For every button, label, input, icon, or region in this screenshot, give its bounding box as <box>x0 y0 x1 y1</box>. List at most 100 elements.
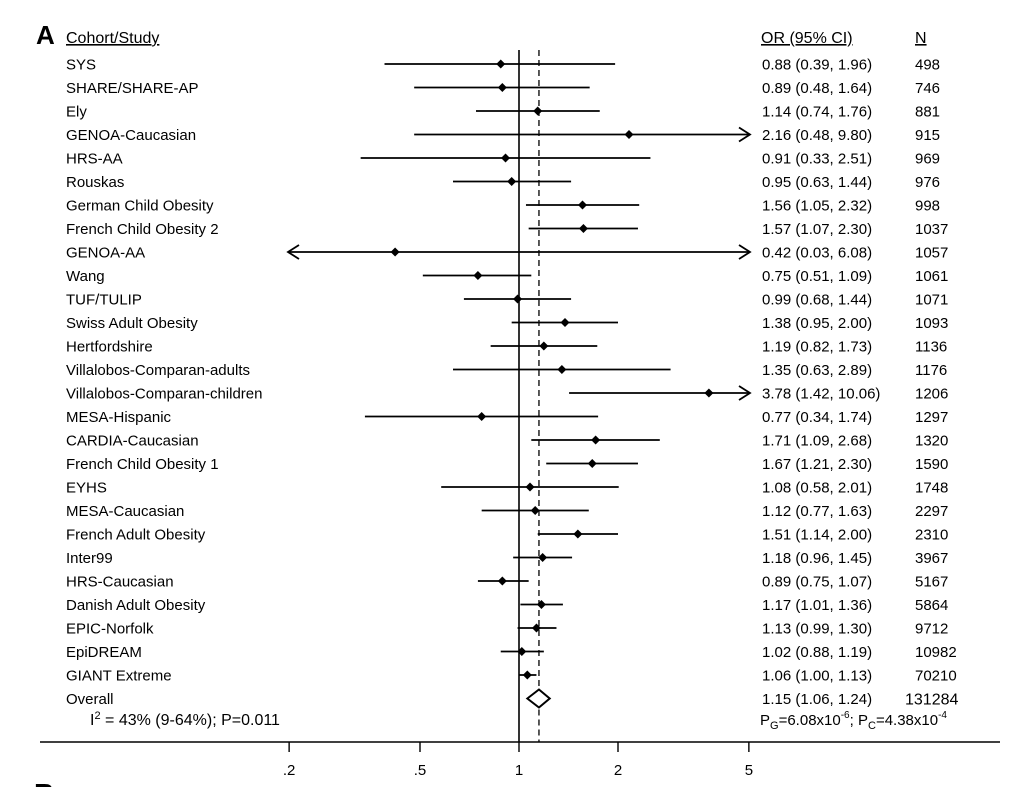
study-row: Hertfordshire 1.19 (0.82, 1.73) 1136 <box>66 339 947 356</box>
or-ci-text: 1.71 (1.09, 2.68) <box>762 433 872 450</box>
x-tick-label: 1 <box>515 762 523 779</box>
study-row: SHARE/SHARE-AP 0.89 (0.48, 1.64) 746 <box>66 80 940 97</box>
sample-size: 1057 <box>915 245 948 262</box>
point-estimate <box>533 106 543 116</box>
point-estimate <box>497 576 507 586</box>
x-axis-ticks: .2 .5 1 2 5 <box>283 742 753 779</box>
study-name: MESA-Caucasian <box>66 503 184 520</box>
study-name: HRS-AA <box>66 151 123 168</box>
study-name: French Adult Obesity <box>66 527 206 544</box>
sample-size: 969 <box>915 151 940 168</box>
study-name: EpiDREAM <box>66 644 142 661</box>
point-estimate <box>525 482 535 492</box>
point-estimate <box>557 365 567 374</box>
x-tick-label: .2 <box>283 762 296 779</box>
ci-arrow-right <box>738 385 752 401</box>
study-row: SYS 0.88 (0.39, 1.96) 498 <box>66 57 940 74</box>
sample-size: 5167 <box>915 574 948 591</box>
point-estimate <box>573 529 583 539</box>
study-row: Villalobos-Comparan-adults 1.35 (0.63, 2.… <box>66 362 947 379</box>
sample-size: 1206 <box>915 386 948 403</box>
or-ci-text: 0.95 (0.63, 1.44) <box>762 174 872 191</box>
or-ci-text: 0.91 (0.33, 2.51) <box>762 151 872 168</box>
study-row: GIANT Extreme 1.06 (1.00, 1.13) 70210 <box>66 668 957 685</box>
study-column-header: Cohort/Study <box>66 30 159 47</box>
or-ci-text: 0.75 (0.51, 1.09) <box>762 268 872 285</box>
point-estimate <box>473 271 483 280</box>
study-name: German Child Obesity <box>66 198 214 215</box>
study-name: TUF/TULIP <box>66 292 142 309</box>
study-row: HRS-Caucasian 0.89 (0.75, 1.07) 5167 <box>66 574 948 591</box>
sample-size: 3967 <box>915 550 948 567</box>
study-name: EYHS <box>66 480 107 497</box>
study-row: MESA-Hispanic 0.77 (0.34, 1.74) 1297 <box>66 409 948 426</box>
overall-label: Overall <box>66 691 114 708</box>
x-tick-label: .5 <box>414 762 427 779</box>
study-row: HRS-AA 0.91 (0.33, 2.51) 969 <box>66 151 940 168</box>
study-name: SYS <box>66 57 96 74</box>
or-ci-text: 1.57 (1.07, 2.30) <box>762 221 872 238</box>
study-name: MESA-Hispanic <box>66 409 172 426</box>
study-name: Ely <box>66 104 87 121</box>
study-name: Villalobos-Comparan-children <box>66 386 263 403</box>
study-name: Villalobos-Comparan-adults <box>66 362 250 379</box>
point-estimate <box>501 153 511 163</box>
or-ci-text: 1.19 (0.82, 1.73) <box>762 339 872 356</box>
study-name: HRS-Caucasian <box>66 574 174 591</box>
next-panel-label: B <box>34 778 54 787</box>
panel-label: A <box>36 20 55 50</box>
study-name: CARDIA-Caucasian <box>66 433 199 450</box>
or-ci-text: 0.89 (0.75, 1.07) <box>762 574 872 591</box>
study-row: French Adult Obesity 1.51 (1.14, 2.00) 231… <box>66 527 948 544</box>
study-row: GENOA-Caucasian 2.16 (0.48, 9.80) 915 <box>66 126 940 144</box>
study-row: Swiss Adult Obesity 1.38 (0.95, 2.00) 1093 <box>66 315 948 332</box>
or-ci-text: 1.14 (0.74, 1.76) <box>762 104 872 121</box>
point-estimate <box>522 670 532 680</box>
ci-arrow-right <box>738 126 752 143</box>
ci-arrow-right <box>738 244 752 260</box>
point-estimate <box>507 177 517 186</box>
or-ci-text: 2.16 (0.48, 9.80) <box>762 127 872 144</box>
sample-size: 2297 <box>915 503 948 520</box>
point-estimate <box>578 200 588 210</box>
sample-size: 1590 <box>915 456 948 473</box>
study-row: GENOA-AA 0.42 (0.03, 6.08) 1057 <box>66 244 948 262</box>
point-estimate <box>477 412 487 421</box>
sample-size: 1037 <box>915 221 948 238</box>
study-name: Inter99 <box>66 550 113 567</box>
or-ci-text: 0.42 (0.03, 6.08) <box>762 245 872 262</box>
or-ci-text: 0.89 (0.48, 1.64) <box>762 80 872 97</box>
sample-size: 1748 <box>915 480 948 497</box>
sample-size: 10982 <box>915 644 957 661</box>
overall-diamond <box>525 688 552 709</box>
sample-size: 498 <box>915 57 940 74</box>
or-ci-text: 0.88 (0.39, 1.96) <box>762 57 872 74</box>
point-estimate <box>390 247 400 257</box>
sample-size: 1297 <box>915 409 948 426</box>
or-ci-text: 1.38 (0.95, 2.00) <box>762 315 872 332</box>
study-name: Hertfordshire <box>66 339 153 356</box>
study-row: Rouskas 0.95 (0.63, 1.44) 976 <box>66 174 940 191</box>
point-estimate <box>560 318 570 327</box>
study-row: CARDIA-Caucasian 1.71 (1.09, 2.68) 1320 <box>66 433 948 450</box>
x-tick-label: 2 <box>614 762 622 779</box>
point-estimate <box>497 83 507 92</box>
study-name: EPIC-Norfolk <box>66 621 154 638</box>
sample-size: 5864 <box>915 597 948 614</box>
point-estimate <box>513 294 523 304</box>
study-row: TUF/TULIP 0.99 (0.68, 1.44) 1071 <box>66 292 948 309</box>
study-row: Villalobos-Comparan-children 3.78 (1.42, … <box>66 385 948 403</box>
sample-size: 9712 <box>915 621 948 638</box>
p-values: PG=6.08x10-6; PC=4.38x10-4 <box>760 710 947 732</box>
or-ci-text: 1.18 (0.96, 1.45) <box>762 550 872 567</box>
study-row: EPIC-Norfolk 1.13 (0.99, 1.30) 9712 <box>66 621 948 638</box>
overall-row: Overall 1.15 (1.06, 1.24) 131284 <box>66 688 958 709</box>
or-column-header: OR (95% CI) <box>761 30 853 47</box>
or-ci-text: 1.02 (0.88, 1.19) <box>762 644 872 661</box>
n-column-header: N <box>915 30 927 47</box>
study-name: French Child Obesity 1 <box>66 456 219 473</box>
heterogeneity-stat: I2 = 43% (9-64%); P=0.011 <box>90 710 280 729</box>
x-tick-label: 5 <box>745 762 753 779</box>
sample-size: 976 <box>915 174 940 191</box>
sample-size: 1176 <box>915 362 947 379</box>
